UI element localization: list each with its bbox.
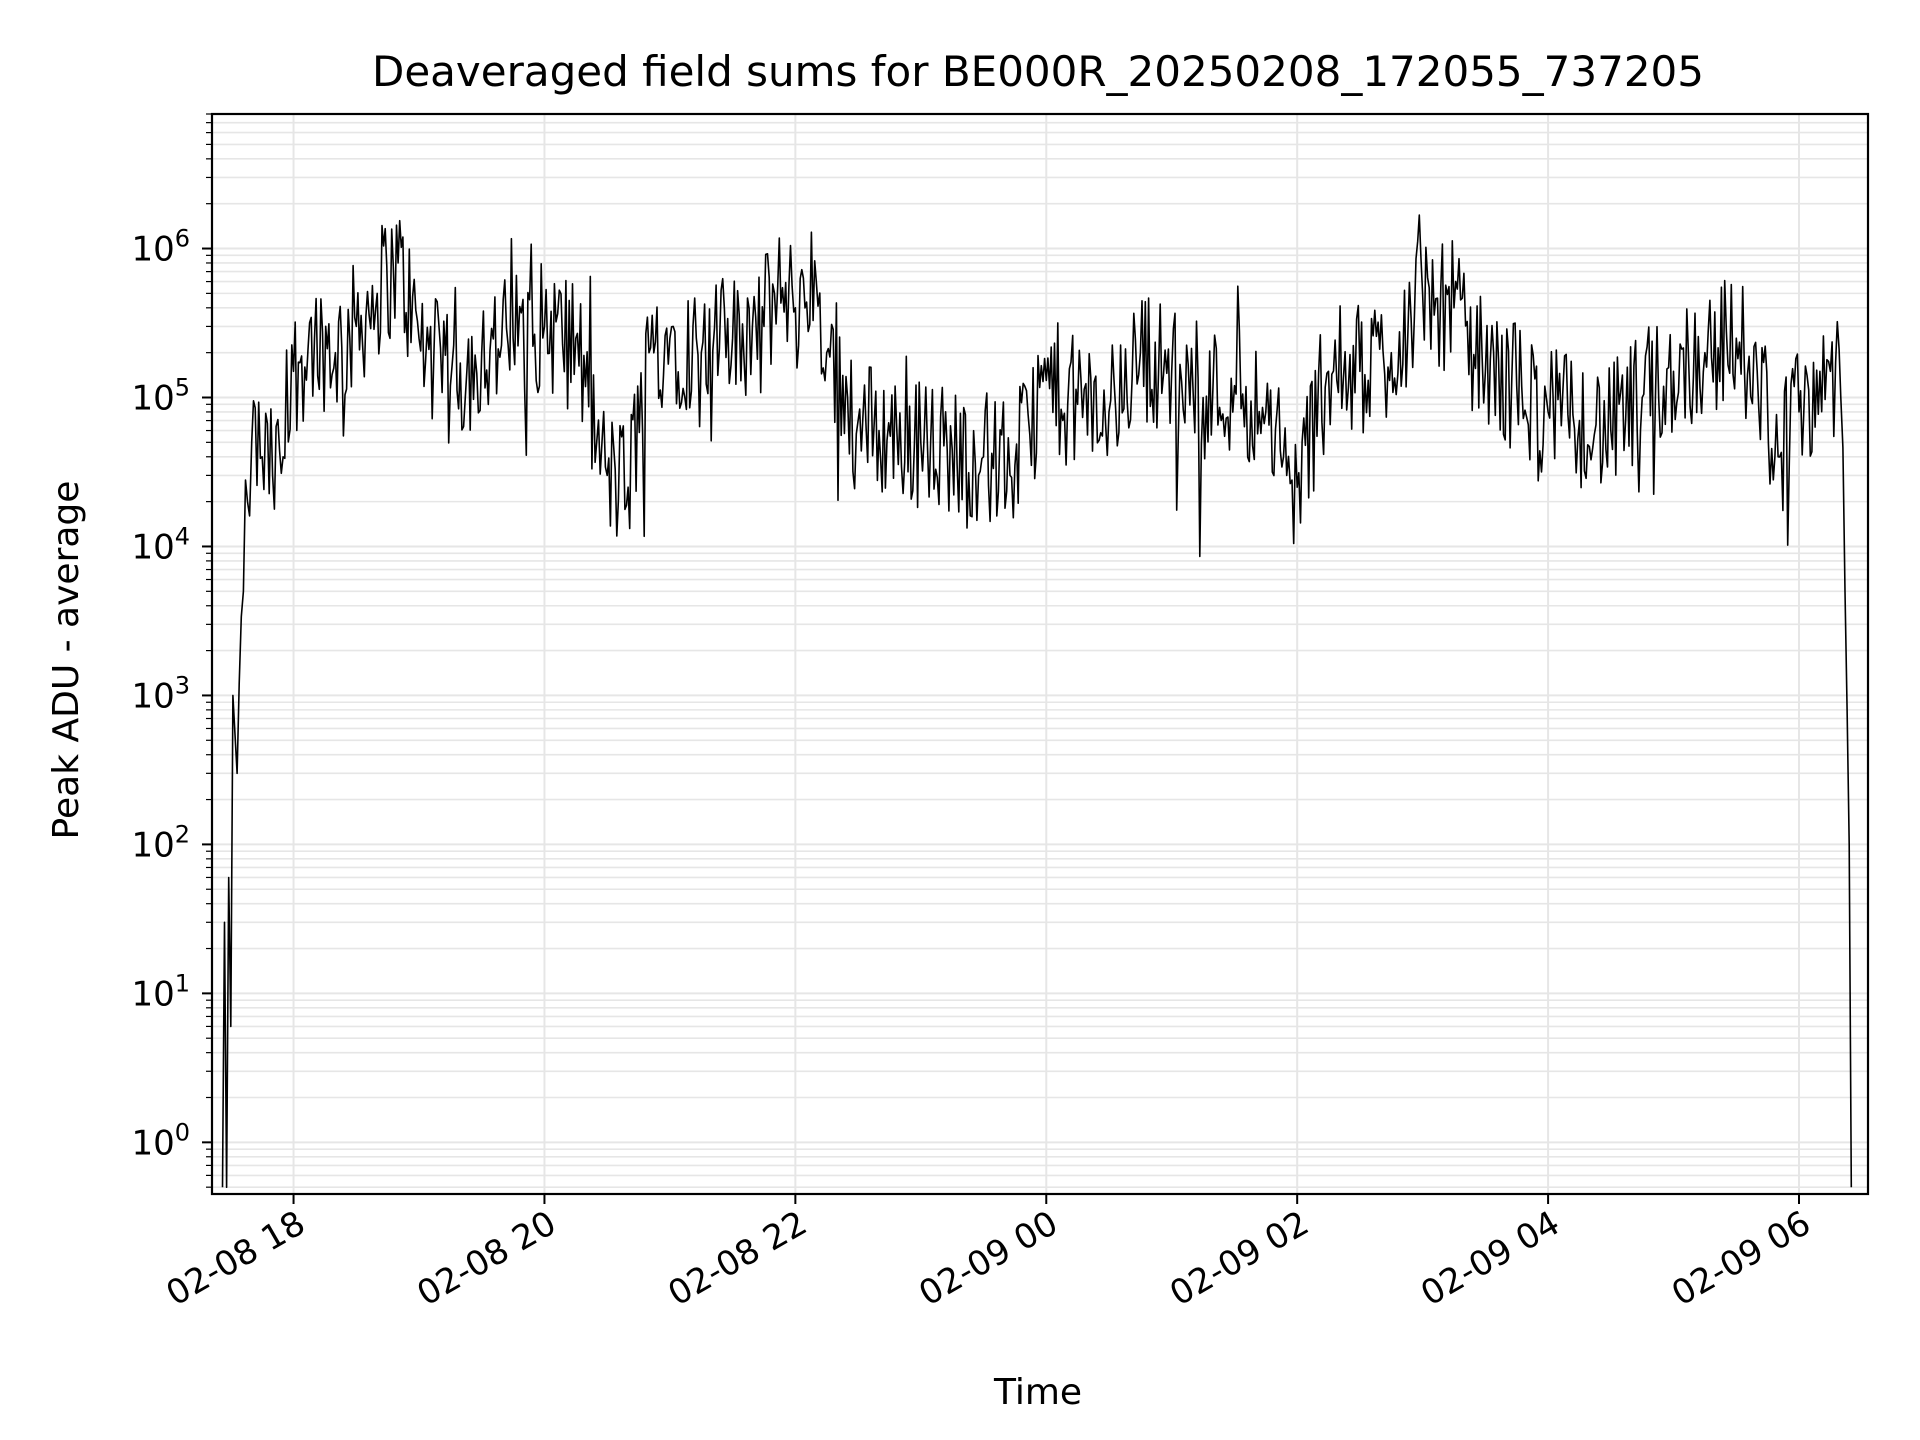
y-tick-label: 105	[131, 373, 190, 418]
x-axis-label: Time	[993, 1372, 1082, 1413]
y-tick-label: 102	[131, 820, 190, 865]
grid-major	[212, 114, 1868, 1194]
y-axis-label: Peak ADU - average	[46, 481, 87, 840]
grid-minor	[206, 113, 1868, 1188]
y-tick-label: 106	[131, 225, 190, 270]
y-axis: 100 101 102 103 104 105 106	[131, 225, 212, 1163]
y-tick-label: 101	[131, 969, 190, 1014]
plot-frame	[210, 112, 1870, 1196]
chart-title: Deaveraged field sums for BE000R_2025020…	[372, 47, 1704, 96]
y-tick-label: 104	[131, 522, 190, 567]
y-tick-label: 103	[131, 671, 190, 716]
y-tick-label: 100	[131, 1118, 190, 1163]
series-line	[221, 214, 1853, 1188]
